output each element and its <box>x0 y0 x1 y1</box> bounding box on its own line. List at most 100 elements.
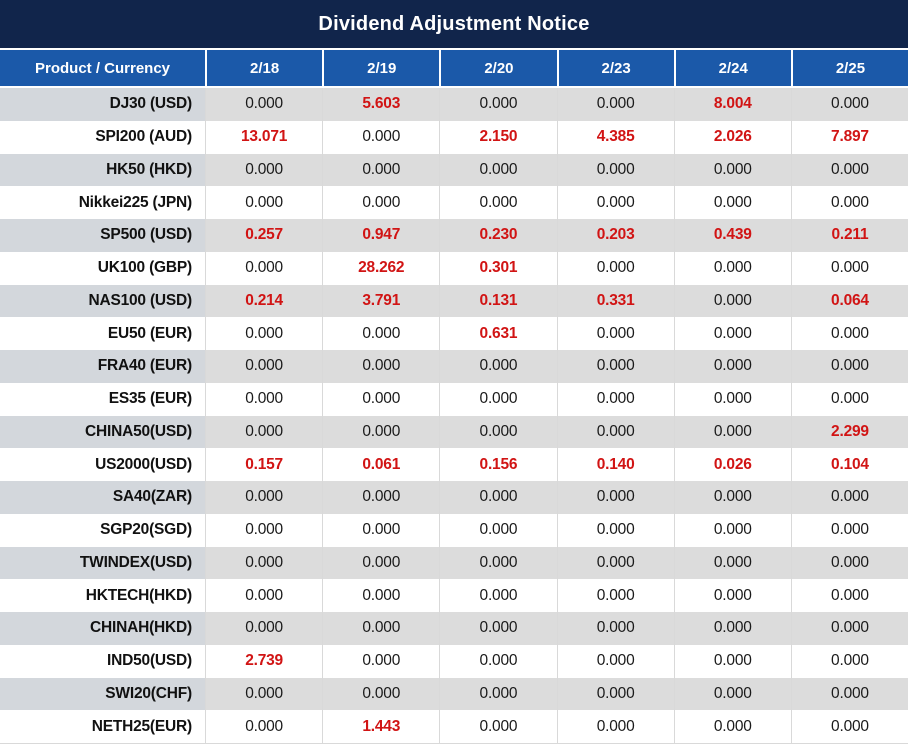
value-cell: 0.947 <box>322 219 439 252</box>
value-cell: 0.000 <box>322 481 439 514</box>
date-header: 2/19 <box>322 50 439 86</box>
table-row: IND50(USD)2.7390.0000.0000.0000.0000.000 <box>0 645 908 678</box>
value-cell: 0.000 <box>791 252 908 285</box>
value-cell: 0.000 <box>791 514 908 547</box>
value-cell: 0.000 <box>674 645 791 678</box>
product-cell: UK100 (GBP) <box>0 252 205 285</box>
value-cell: 0.000 <box>791 88 908 121</box>
value-cell: 0.000 <box>322 579 439 612</box>
dividend-adjustment-notice: Dividend Adjustment Notice Product / Cur… <box>0 0 908 744</box>
value-cell: 0.000 <box>322 416 439 449</box>
table-row: DJ30 (USD)0.0005.6030.0000.0008.0040.000 <box>0 88 908 121</box>
value-cell: 0.000 <box>205 710 322 743</box>
product-cell: SP500 (USD) <box>0 219 205 252</box>
product-cell: DJ30 (USD) <box>0 88 205 121</box>
value-cell: 0.000 <box>205 416 322 449</box>
value-cell: 5.603 <box>322 88 439 121</box>
value-cell: 0.000 <box>674 514 791 547</box>
product-cell: CHINAH(HKD) <box>0 612 205 645</box>
value-cell: 0.000 <box>322 154 439 187</box>
value-cell: 0.000 <box>674 186 791 219</box>
table-row: HKTECH(HKD)0.0000.0000.0000.0000.0000.00… <box>0 579 908 612</box>
table-row: NAS100 (USD)0.2143.7910.1310.3310.0000.0… <box>0 285 908 318</box>
value-cell: 0.000 <box>322 612 439 645</box>
table-row: US2000(USD)0.1570.0610.1560.1400.0260.10… <box>0 448 908 481</box>
date-header: 2/20 <box>439 50 556 86</box>
product-cell: SWI20(CHF) <box>0 678 205 711</box>
value-cell: 0.331 <box>557 285 674 318</box>
value-cell: 0.230 <box>439 219 556 252</box>
date-header: 2/24 <box>674 50 791 86</box>
value-cell: 0.000 <box>791 645 908 678</box>
value-cell: 0.000 <box>557 416 674 449</box>
value-cell: 0.000 <box>205 154 322 187</box>
value-cell: 0.000 <box>205 252 322 285</box>
value-cell: 0.000 <box>205 186 322 219</box>
value-cell: 7.897 <box>791 121 908 154</box>
value-cell: 0.026 <box>674 448 791 481</box>
value-cell: 0.631 <box>439 317 556 350</box>
value-cell: 0.061 <box>322 448 439 481</box>
value-cell: 0.301 <box>439 252 556 285</box>
value-cell: 0.131 <box>439 285 556 318</box>
value-cell: 0.000 <box>674 350 791 383</box>
value-cell: 0.257 <box>205 219 322 252</box>
value-cell: 4.385 <box>557 121 674 154</box>
table-body: DJ30 (USD)0.0005.6030.0000.0008.0040.000… <box>0 88 908 744</box>
value-cell: 0.000 <box>322 678 439 711</box>
value-cell: 0.000 <box>791 383 908 416</box>
table-row: FRA40 (EUR)0.0000.0000.0000.0000.0000.00… <box>0 350 908 383</box>
table-row: TWINDEX(USD)0.0000.0000.0000.0000.0000.0… <box>0 547 908 580</box>
value-cell: 0.000 <box>439 88 556 121</box>
value-cell: 0.000 <box>322 514 439 547</box>
value-cell: 0.000 <box>205 514 322 547</box>
value-cell: 0.000 <box>205 481 322 514</box>
value-cell: 0.000 <box>205 579 322 612</box>
value-cell: 2.150 <box>439 121 556 154</box>
value-cell: 0.000 <box>674 285 791 318</box>
value-cell: 0.000 <box>439 612 556 645</box>
product-cell: TWINDEX(USD) <box>0 547 205 580</box>
value-cell: 0.000 <box>439 710 556 743</box>
value-cell: 0.000 <box>674 154 791 187</box>
value-cell: 0.000 <box>439 645 556 678</box>
value-cell: 0.000 <box>439 154 556 187</box>
value-cell: 0.000 <box>439 547 556 580</box>
table-row: UK100 (GBP)0.00028.2620.3010.0000.0000.0… <box>0 252 908 285</box>
value-cell: 0.000 <box>791 154 908 187</box>
value-cell: 3.791 <box>322 285 439 318</box>
value-cell: 0.000 <box>674 579 791 612</box>
value-cell: 0.000 <box>439 678 556 711</box>
value-cell: 0.000 <box>439 350 556 383</box>
value-cell: 0.000 <box>439 383 556 416</box>
product-cell: NETH25(EUR) <box>0 710 205 743</box>
value-cell: 0.000 <box>791 678 908 711</box>
value-cell: 0.000 <box>557 514 674 547</box>
product-cell: SA40(ZAR) <box>0 481 205 514</box>
table-row: Nikkei225 (JPN)0.0000.0000.0000.0000.000… <box>0 186 908 219</box>
value-cell: 0.000 <box>439 416 556 449</box>
table-row: NETH25(EUR)0.0001.4430.0000.0000.0000.00… <box>0 710 908 743</box>
value-cell: 0.140 <box>557 448 674 481</box>
value-cell: 8.004 <box>674 88 791 121</box>
value-cell: 0.000 <box>205 317 322 350</box>
table-row: ES35 (EUR)0.0000.0000.0000.0000.0000.000 <box>0 383 908 416</box>
value-cell: 0.000 <box>791 710 908 743</box>
value-cell: 0.000 <box>322 317 439 350</box>
table-row: EU50 (EUR)0.0000.0000.6310.0000.0000.000 <box>0 317 908 350</box>
product-cell: US2000(USD) <box>0 448 205 481</box>
value-cell: 0.000 <box>557 612 674 645</box>
value-cell: 2.739 <box>205 645 322 678</box>
value-cell: 0.000 <box>557 252 674 285</box>
table-row: SWI20(CHF)0.0000.0000.0000.0000.0000.000 <box>0 678 908 711</box>
value-cell: 0.000 <box>205 383 322 416</box>
value-cell: 0.156 <box>439 448 556 481</box>
product-cell: CHINA50(USD) <box>0 416 205 449</box>
value-cell: 0.064 <box>791 285 908 318</box>
table-header-row: Product / Currency 2/182/192/202/232/242… <box>0 48 908 88</box>
value-cell: 0.000 <box>205 547 322 580</box>
value-cell: 0.000 <box>557 678 674 711</box>
value-cell: 0.000 <box>674 317 791 350</box>
value-cell: 0.104 <box>791 448 908 481</box>
table-row: CHINA50(USD)0.0000.0000.0000.0000.0002.2… <box>0 416 908 449</box>
